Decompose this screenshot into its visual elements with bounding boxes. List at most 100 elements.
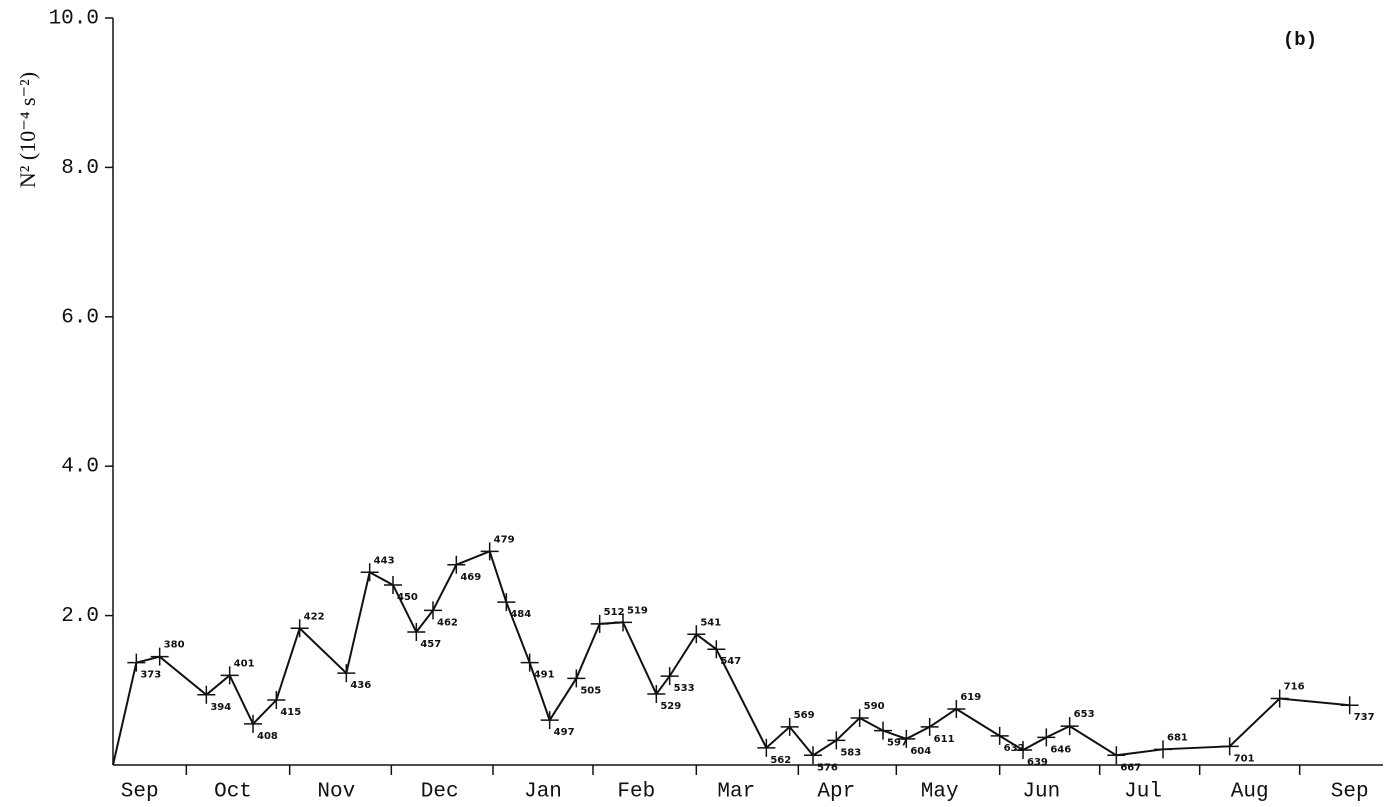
point-marker [540,711,559,730]
point-label: 611 [934,734,955,745]
point-label: 457 [420,639,441,650]
point-marker [150,647,169,666]
point-marker [660,667,679,686]
point-marker [520,653,539,672]
point-marker [947,699,966,718]
y-tick-label: 6.0 [61,306,99,329]
point-label: 484 [510,609,531,620]
point-label: 632 [1004,743,1025,754]
point-marker [874,721,892,740]
point-label: 408 [257,731,278,742]
x-tick-label: Feb [617,781,655,804]
x-tick-label: Dec [421,781,459,804]
point-marker [424,601,442,620]
point-label: 604 [910,746,931,757]
point-marker [780,717,799,736]
point-label: 450 [397,592,418,603]
point-label: 576 [817,762,838,773]
point-marker [497,593,516,612]
x-tick-label: Sep [121,781,159,804]
point-marker [567,669,586,688]
point-label: 583 [840,747,861,758]
point-marker [360,563,379,582]
point-label: 547 [720,656,741,667]
x-tick-label: May [921,781,959,804]
point-marker [1340,696,1359,715]
point-label: 415 [280,707,301,718]
point-label: 436 [350,680,371,691]
point-marker [1220,737,1239,756]
point-label: 681 [1167,732,1188,743]
point-marker [1107,746,1126,765]
point-marker [647,685,666,704]
point-marker [290,619,309,638]
point-label: 462 [437,617,458,628]
point-label: 401 [234,658,255,669]
point-marker [757,738,776,757]
point-marker [384,575,402,594]
point-marker [707,640,726,659]
point-label: 619 [960,692,981,703]
point-marker [687,625,706,644]
x-tick-label: Oct [214,781,252,804]
point-label: 512 [604,607,625,618]
point-marker [614,613,632,632]
point-marker [1014,741,1032,760]
x-tick-label: Jul [1124,781,1162,804]
point-label: 533 [674,683,695,694]
point-marker [1270,689,1289,708]
x-tick-label: Sep [1331,781,1369,804]
point-label: 443 [374,555,395,566]
point-marker [804,746,822,765]
point-label: 569 [794,710,815,721]
point-marker [447,555,466,574]
y-tick-label: 10.0 [49,8,99,31]
x-tick-label: Mar [717,781,755,804]
point-marker [1060,717,1079,736]
point-label: 653 [1074,709,1095,720]
point-label: 519 [627,605,648,616]
point-marker [1154,740,1172,759]
point-marker [197,685,216,704]
annotation: (b) [1283,29,1317,51]
point-marker [480,542,499,561]
point-label: 491 [534,670,555,681]
x-tick-label: Nov [317,781,355,804]
point-marker [590,614,609,633]
x-tick-label: Jun [1022,781,1060,804]
point-label: 541 [700,617,721,628]
point-label: 529 [660,701,681,712]
point-label: 667 [1120,762,1141,773]
point-marker [827,731,846,750]
point-label: 373 [140,670,161,681]
point-label: 590 [864,701,885,712]
point-label: 562 [770,755,791,766]
point-marker [920,717,939,736]
point-marker [407,623,426,642]
point-marker [990,726,1009,745]
point-marker [850,708,869,727]
point-label: 479 [494,534,515,545]
point-label: 646 [1050,744,1071,755]
point-label: 469 [460,572,481,583]
x-tick-label: Apr [817,781,855,804]
point-label: 701 [1234,753,1255,764]
y-axis-label: N² (10⁻⁴ s⁻²) [15,72,40,188]
point-label: 497 [554,727,575,738]
point-marker [897,729,916,748]
point-label: 380 [164,640,185,651]
x-tick-label: Jan [524,781,562,804]
x-tick-label: Aug [1231,781,1269,804]
point-marker [267,691,286,710]
point-marker [127,653,146,672]
point-marker [244,714,262,733]
point-label: 597 [887,738,908,749]
point-label: 639 [1027,757,1048,768]
point-marker [1037,728,1056,747]
point-label: 716 [1284,682,1305,693]
point-label: 505 [580,685,601,696]
y-tick-label: 2.0 [61,605,99,628]
y-tick-label: 8.0 [61,157,99,180]
